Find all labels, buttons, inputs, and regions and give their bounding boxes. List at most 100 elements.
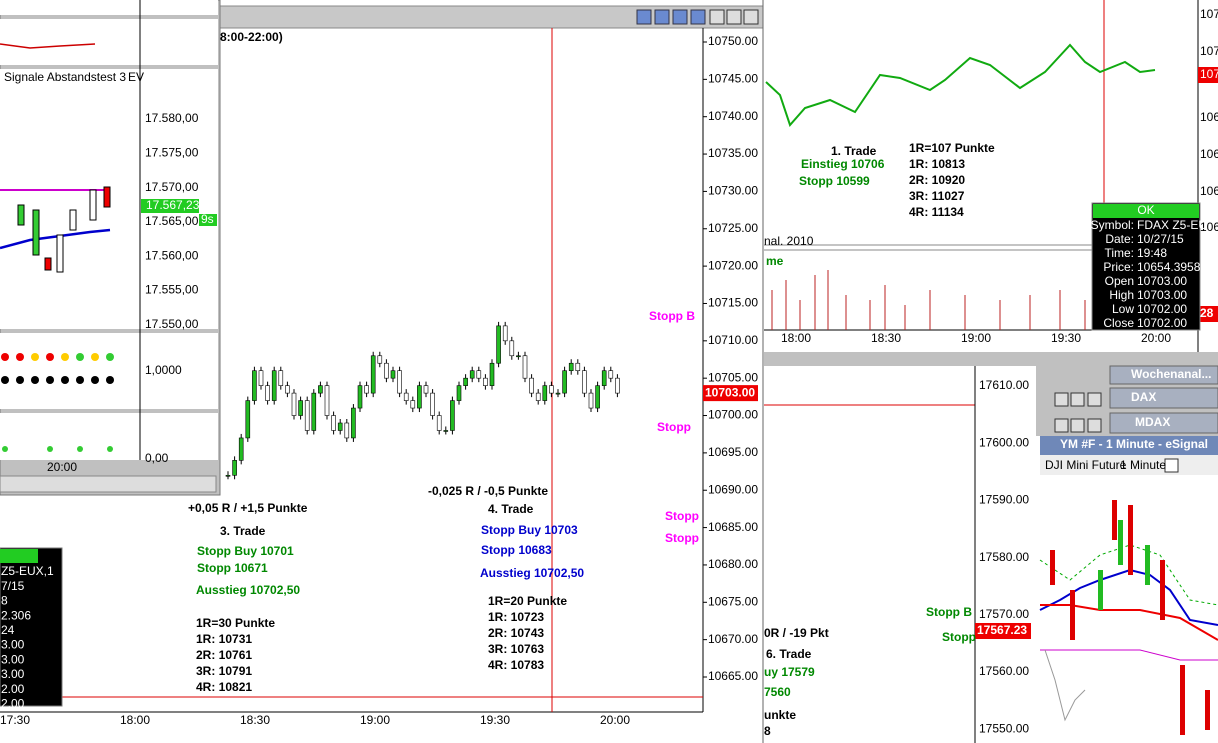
annotation: 4R: 11134 xyxy=(909,205,964,219)
y-tick-label: 10725.00 xyxy=(708,221,758,235)
stopp-label: Stopp xyxy=(665,531,699,545)
label: Close xyxy=(1103,316,1134,330)
annotation: 2R: 10761 xyxy=(196,648,252,662)
annotation: 1. Trade xyxy=(831,144,877,158)
dropdown[interactable] xyxy=(1164,458,1179,473)
window-buttons[interactable] xyxy=(636,9,759,25)
annotation: 1R=30 Punkte xyxy=(196,616,275,630)
candle xyxy=(456,385,462,401)
x-tick-label: 19:30 xyxy=(480,713,510,727)
annotation: Stopp 10599 xyxy=(799,174,870,188)
candle xyxy=(318,385,323,394)
tab[interactable] xyxy=(1109,412,1218,434)
volume-bars xyxy=(771,270,1086,330)
tab-label: MDAX xyxy=(1135,415,1170,429)
candle xyxy=(403,392,409,401)
annotation: 1R: 10731 xyxy=(196,632,252,646)
x-tick-label: 19:00 xyxy=(360,713,390,727)
candle xyxy=(595,385,600,409)
y-tick-label: 17550.00 xyxy=(979,721,1029,735)
y-tick-label: 10690.00 xyxy=(708,482,758,496)
stopp-label: Stopp B xyxy=(649,309,695,323)
price-trace xyxy=(765,43,1156,127)
tab-buttons[interactable] xyxy=(1054,392,1102,433)
window-strip xyxy=(764,352,1218,366)
candle xyxy=(238,437,244,461)
y-tick-label: 10715.00 xyxy=(708,296,758,310)
label: nal. 2010 xyxy=(764,234,814,248)
pane xyxy=(0,19,218,65)
annotation: unkte xyxy=(764,708,796,722)
label: Open xyxy=(1105,274,1134,288)
candle xyxy=(463,377,468,386)
tab-label: Wochenanal... xyxy=(1131,367,1211,381)
candle xyxy=(417,385,422,409)
scrollbar[interactable] xyxy=(0,475,217,493)
candle xyxy=(615,377,620,394)
candle xyxy=(357,385,363,409)
annotation: 1R=107 Punkte xyxy=(909,141,995,155)
y-tick-label: 10670.00 xyxy=(708,632,758,646)
y-tick-label: 107 xyxy=(1200,44,1218,58)
candle xyxy=(436,415,442,431)
y-tick-label: 10730.00 xyxy=(708,184,758,198)
label: 17.567,23 xyxy=(146,198,200,212)
candle xyxy=(258,370,264,386)
candle xyxy=(331,415,336,431)
ym-candles-up xyxy=(1098,520,1150,610)
label: Z5-EUX,1 xyxy=(1,564,54,578)
pane xyxy=(0,333,218,409)
label: 2.00 xyxy=(1,682,25,696)
last-box xyxy=(141,199,199,213)
label: FDAX Z5-EU xyxy=(1137,218,1207,232)
annotation: 2R: 10743 xyxy=(488,626,544,640)
candle xyxy=(476,370,482,379)
annotation: 4R: 10783 xyxy=(488,658,544,672)
x-tick-label: 18:00 xyxy=(781,331,811,345)
label: 10654.3958 xyxy=(1137,260,1201,274)
left-info-box xyxy=(0,547,63,707)
pane xyxy=(0,413,218,460)
label: Price: xyxy=(1103,260,1134,274)
candle xyxy=(364,385,369,394)
y-tick-label: 17560.00 xyxy=(979,664,1029,678)
candle xyxy=(304,400,310,431)
annotation: 1R: 10813 xyxy=(909,157,965,171)
x-tick-label: 18:30 xyxy=(871,331,901,345)
annotation: 3R: 10791 xyxy=(196,664,252,678)
candle xyxy=(278,370,284,386)
candle xyxy=(232,460,237,476)
y-tick-label: 10720.00 xyxy=(708,258,758,272)
last-price-box xyxy=(1198,67,1218,83)
label: Date: xyxy=(1105,232,1134,246)
label: 8 xyxy=(1,594,8,608)
candle xyxy=(271,370,277,401)
annotation: 4R: 10821 xyxy=(196,680,252,694)
candle xyxy=(509,340,515,357)
left-candles xyxy=(17,186,111,273)
label: 2.00 xyxy=(1,696,25,710)
candle xyxy=(516,355,521,358)
y-tick-label: 107 xyxy=(1200,7,1218,21)
label: 1,0000 xyxy=(145,363,182,377)
candle xyxy=(582,370,587,394)
candle xyxy=(311,392,317,431)
osc-line xyxy=(0,43,96,49)
annotation: +0,05 R / +1,5 Punkte xyxy=(188,501,308,515)
y-tick-label: 10710.00 xyxy=(708,333,758,347)
candle xyxy=(529,377,534,394)
info-header[interactable] xyxy=(1093,204,1199,218)
y-tick-label: 17.570,00 xyxy=(145,180,199,194)
last-price-box xyxy=(703,385,758,402)
tab[interactable] xyxy=(1109,387,1218,409)
candle xyxy=(608,370,614,379)
y-tick-label: 10665.00 xyxy=(708,669,758,683)
label: Symbol: xyxy=(1091,218,1134,232)
x-tick-label: 20:00 xyxy=(600,713,630,727)
window-title: YM #F - 1 Minute - eSignal xyxy=(1060,437,1208,451)
label: 24 xyxy=(1,623,15,637)
tab[interactable] xyxy=(1109,365,1218,385)
candle xyxy=(430,392,435,416)
label: 28 xyxy=(1200,306,1214,320)
candle xyxy=(351,407,356,439)
